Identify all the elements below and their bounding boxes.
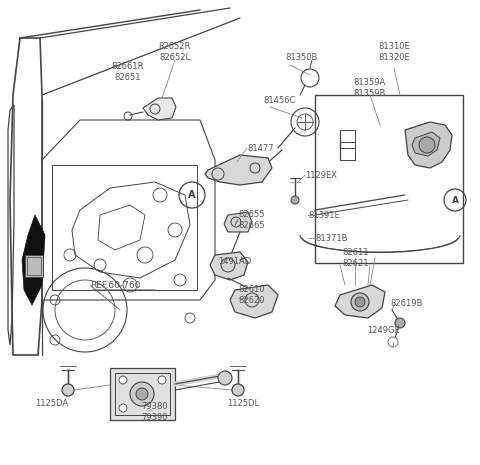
Text: 79380
79390: 79380 79390 [142, 402, 168, 422]
Text: A: A [452, 195, 458, 205]
Circle shape [218, 371, 232, 385]
Bar [52, 165, 197, 290]
Text: 81359A
81359B: 81359A 81359B [354, 78, 386, 98]
Polygon shape [143, 98, 176, 120]
Bar [115, 373, 170, 415]
Circle shape [351, 293, 369, 311]
Text: 82611
82621: 82611 82621 [343, 248, 369, 268]
Polygon shape [335, 285, 385, 318]
Circle shape [130, 382, 154, 406]
Text: 81456C: 81456C [263, 95, 295, 105]
Text: 81350B: 81350B [285, 53, 317, 62]
Circle shape [158, 376, 166, 384]
Circle shape [119, 376, 127, 384]
Text: 82661R
82651: 82661R 82651 [112, 62, 144, 82]
Polygon shape [205, 155, 272, 185]
Text: 81477: 81477 [247, 144, 274, 153]
Circle shape [62, 384, 74, 396]
Polygon shape [405, 122, 452, 168]
Text: 81391E: 81391E [308, 211, 340, 219]
Circle shape [395, 318, 405, 328]
Circle shape [119, 404, 127, 412]
Circle shape [136, 388, 148, 400]
Text: A: A [188, 190, 196, 200]
Text: 81310E
81320E: 81310E 81320E [378, 42, 410, 62]
Polygon shape [412, 132, 440, 156]
Text: REF.60-760: REF.60-760 [90, 280, 140, 290]
Text: 1249GE: 1249GE [367, 326, 399, 334]
Text: 82619B: 82619B [390, 299, 422, 307]
Bar [315, 95, 463, 263]
Circle shape [419, 137, 435, 153]
Circle shape [355, 297, 365, 307]
Text: 81371B: 81371B [315, 233, 348, 243]
Text: 1129EX: 1129EX [305, 171, 337, 179]
Text: 82610
82620: 82610 82620 [238, 285, 264, 305]
Polygon shape [230, 285, 278, 318]
Circle shape [291, 196, 299, 204]
Text: 82655
82665: 82655 82665 [238, 210, 264, 230]
Polygon shape [224, 212, 252, 232]
Bar [25, 255, 43, 277]
Bar [27, 257, 41, 275]
Polygon shape [210, 252, 248, 280]
Bar [110, 368, 175, 420]
Polygon shape [22, 215, 45, 305]
Text: 1125DL: 1125DL [227, 399, 259, 407]
Text: 1125DA: 1125DA [36, 399, 69, 407]
Text: 1491AD: 1491AD [218, 257, 251, 266]
Text: 82652R
82652L: 82652R 82652L [159, 42, 191, 62]
Circle shape [232, 384, 244, 396]
